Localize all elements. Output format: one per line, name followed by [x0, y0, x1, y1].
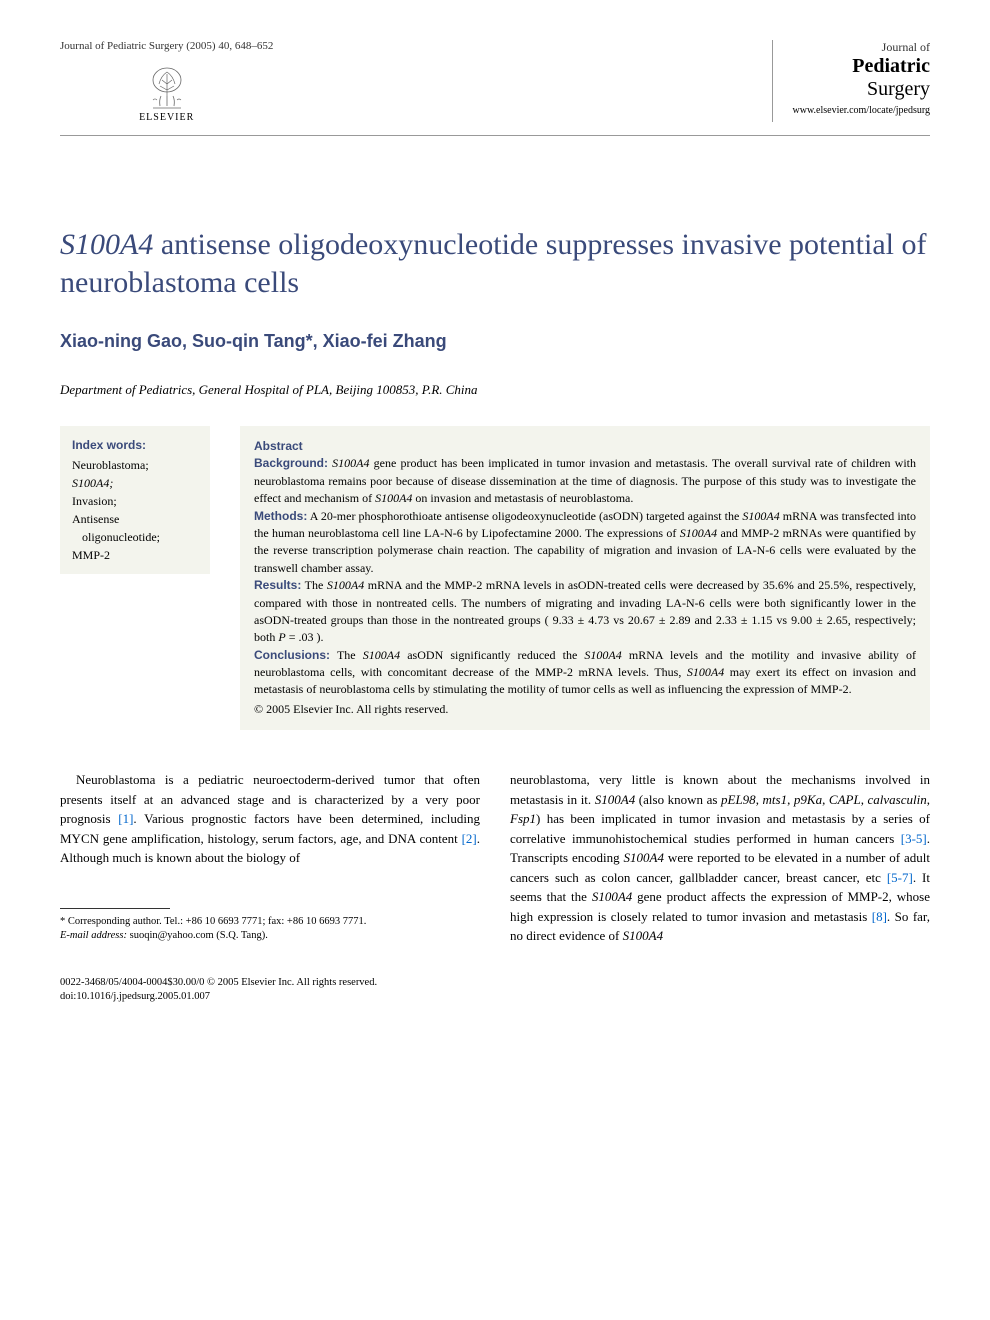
body-para-1: Neuroblastoma is a pediatric neuroectode… [60, 770, 480, 868]
footnote-corresponding: * Corresponding author. Tel.: +86 10 669… [60, 915, 480, 930]
header-divider [60, 135, 930, 136]
label-results: Results: [254, 578, 301, 592]
authors-line: Xiao-ning Gao, Suo-qin Tang*, Xiao-fei Z… [60, 331, 930, 352]
keywords-box: Index words: Neuroblastoma;S100A4;Invasi… [60, 426, 210, 574]
abstract-box: Abstract Background: S100A4 gene product… [240, 426, 930, 730]
body-columns: Neuroblastoma is a pediatric neuroectode… [60, 770, 930, 946]
citation-line: Journal of Pediatric Surgery (2005) 40, … [60, 40, 273, 52]
email-value: suoqin@yahoo.com (S.Q. Tang). [127, 930, 268, 941]
journal-url: www.elsevier.com/locate/jpedsurg [793, 105, 930, 116]
abstract-conclusions: Conclusions: The S100A4 asODN significan… [254, 647, 916, 699]
reference-link[interactable]: [5-7] [887, 870, 913, 885]
abstract-results: Results: The S100A4 mRNA and the MMP-2 m… [254, 577, 916, 647]
article-title: S100A4 antisense oligodeoxynucleotide su… [60, 226, 930, 301]
keywords-list: Neuroblastoma;S100A4;Invasion;Antisenseo… [72, 456, 198, 564]
abstract-copyright: © 2005 Elsevier Inc. All rights reserved… [254, 701, 916, 718]
journal-title: Pediatric Surgery [793, 55, 930, 101]
keywords-heading: Index words: [72, 436, 198, 454]
keyword-item: Invasion; [72, 492, 198, 510]
body-col-left: Neuroblastoma is a pediatric neuroectode… [60, 770, 480, 946]
label-methods: Methods: [254, 509, 307, 523]
body-col-right: neuroblastoma, very little is known abou… [510, 770, 930, 946]
abstract-heading: Abstract [254, 438, 916, 455]
affiliation: Department of Pediatrics, General Hospit… [60, 382, 930, 398]
page-header: Journal of Pediatric Surgery (2005) 40, … [60, 40, 930, 123]
keyword-item: MMP-2 [72, 546, 198, 564]
journal-suffix: Surgery [867, 78, 930, 100]
journal-prefix: Journal of [793, 40, 930, 55]
publisher-logo: ELSEVIER [60, 66, 273, 123]
publisher-name: ELSEVIER [139, 112, 194, 123]
footer-line1: 0022-3468/05/4004-0004$30.00/0 © 2005 El… [60, 976, 930, 991]
elsevier-tree-icon [147, 66, 187, 110]
reference-link[interactable]: [3-5] [901, 831, 927, 846]
reference-link[interactable]: [2] [462, 831, 477, 846]
title-rest: antisense oligodeoxynucleotide suppresse… [60, 228, 927, 299]
title-italic: S100A4 [60, 228, 153, 261]
footnote-email: E-mail address: suoqin@yahoo.com (S.Q. T… [60, 929, 480, 944]
body-para-2: neuroblastoma, very little is known abou… [510, 770, 930, 946]
abstract-methods: Methods: A 20-mer phosphorothioate antis… [254, 508, 916, 578]
keyword-item: S100A4; [72, 474, 198, 492]
header-right: Journal of Pediatric Surgery www.elsevie… [772, 40, 930, 122]
header-left: Journal of Pediatric Surgery (2005) 40, … [60, 40, 273, 123]
footnote-rule [60, 908, 170, 909]
label-conclusions: Conclusions: [254, 648, 330, 662]
footer-line2: doi:10.1016/j.jpedsurg.2005.01.007 [60, 990, 930, 1005]
email-label: E-mail address: [60, 930, 127, 941]
reference-link[interactable]: [1] [118, 811, 133, 826]
journal-main: Pediatric [852, 55, 930, 77]
reference-link[interactable]: [8] [872, 909, 887, 924]
keyword-item-continuation: oligonucleotide; [72, 528, 198, 546]
keyword-item: Neuroblastoma; [72, 456, 198, 474]
keyword-item: Antisense [72, 510, 198, 528]
abstract-background: Background: S100A4 gene product has been… [254, 455, 916, 507]
meta-abstract-row: Index words: Neuroblastoma;S100A4;Invasi… [60, 426, 930, 730]
footer-identifiers: 0022-3468/05/4004-0004$30.00/0 © 2005 El… [60, 976, 930, 1005]
label-background: Background: [254, 456, 328, 470]
